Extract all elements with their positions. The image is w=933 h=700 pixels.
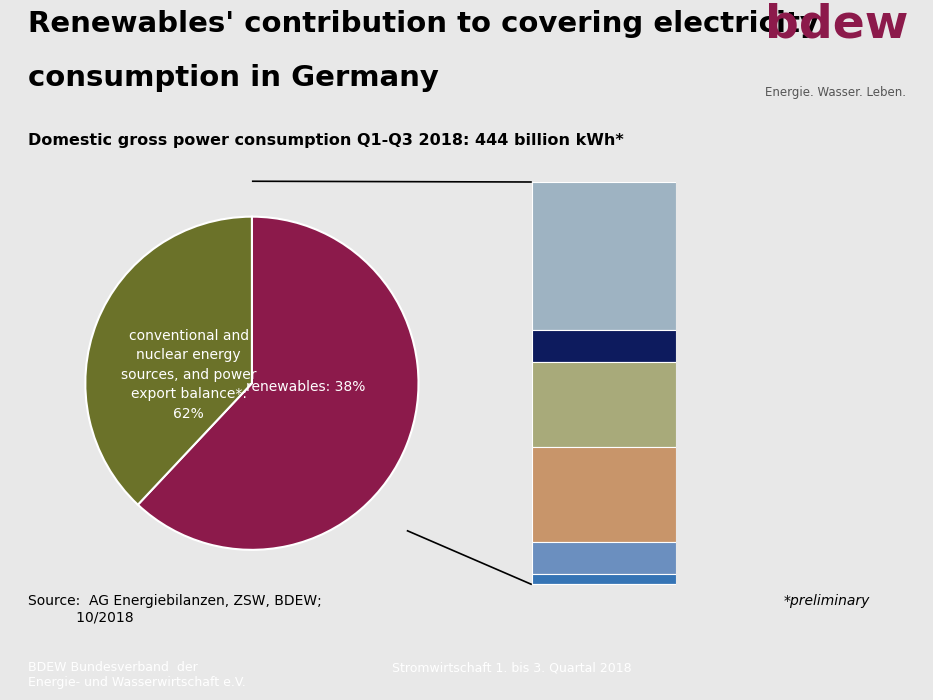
Bar: [532, 573, 676, 584]
Text: *preliminary: *preliminary: [784, 594, 870, 608]
Text: Domestic gross power consumption Q1-Q3 2018: 444 billion kWh*: Domestic gross power consumption Q1-Q3 2…: [28, 133, 624, 148]
Text: conventional and
nuclear energy
sources, and power
export balance*:
62%: conventional and nuclear energy sources,…: [121, 329, 257, 421]
Text: consumption in Germany: consumption in Germany: [28, 64, 439, 92]
Bar: [532, 182, 676, 330]
Wedge shape: [85, 217, 252, 505]
Bar: [532, 362, 676, 447]
Bar: [532, 542, 676, 573]
Text: renewables: 38%: renewables: 38%: [245, 379, 365, 393]
Text: Source:  AG Energiebilanzen, ZSW, BDEW;
           10/2018: Source: AG Energiebilanzen, ZSW, BDEW; 1…: [28, 594, 322, 624]
Text: BDEW Bundesverband  der
Energie- und Wasserwirtschaft e.V.: BDEW Bundesverband der Energie- und Wass…: [28, 661, 245, 689]
Text: Stromwirtschaft 1. bis 3. Quartal 2018: Stromwirtschaft 1. bis 3. Quartal 2018: [392, 661, 632, 674]
Wedge shape: [138, 217, 419, 550]
Text: Renewables' contribution to covering electricity: Renewables' contribution to covering ele…: [28, 10, 819, 38]
Bar: [532, 330, 676, 362]
Text: Energie. Wasser. Leben.: Energie. Wasser. Leben.: [765, 85, 906, 99]
Bar: [532, 447, 676, 542]
Text: bdew: bdew: [765, 2, 909, 48]
